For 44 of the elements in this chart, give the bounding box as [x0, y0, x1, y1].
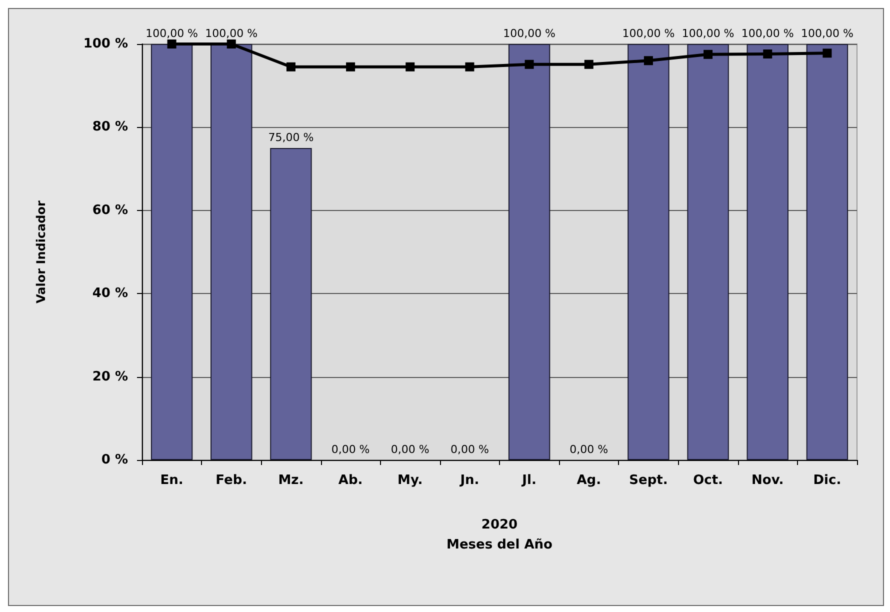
data-label: 100,00 %: [741, 27, 794, 40]
point: [286, 62, 296, 72]
x-axis-title: 2020 Meses del Año: [446, 518, 553, 552]
y-tick-label: 80 %: [92, 120, 128, 135]
point: [584, 60, 594, 69]
data-label: 75,00 %: [268, 131, 314, 144]
point: [346, 62, 356, 72]
data-label: 0,00 %: [570, 443, 608, 456]
point: [465, 62, 474, 72]
data-label: 100,00 %: [622, 27, 675, 40]
x-tick-label: Sept.: [629, 473, 668, 488]
x-tick-label: Nov.: [752, 473, 784, 488]
x-tick-label: Feb.: [216, 473, 248, 488]
x-tick-label: Mz.: [278, 473, 304, 488]
data-label: 0,00 %: [450, 443, 489, 456]
y-tick-label: 0 %: [101, 452, 128, 468]
point: [524, 60, 534, 69]
x-tick-label: Oct.: [693, 473, 724, 488]
data-label: 100,00 %: [800, 27, 854, 40]
data-label: 100,00 %: [146, 27, 198, 40]
data-label: 100,00 %: [205, 27, 258, 40]
y-tick-label: 60 %: [92, 202, 128, 218]
y-tick-label: 40 %: [92, 286, 128, 302]
x-tick-label: Jl.: [521, 473, 536, 488]
data-label: 100,00 %: [682, 27, 734, 40]
x-tick-label: Jn.: [459, 473, 480, 488]
point: [167, 40, 176, 48]
y-axis-title: Valor Indicador: [34, 200, 48, 304]
data-label: 100,00 %: [503, 27, 556, 40]
data-label: 0,00 %: [390, 443, 430, 456]
point: [704, 50, 713, 59]
point: [822, 48, 832, 58]
x-tick-label: Ag.: [576, 473, 602, 488]
point: [406, 62, 415, 72]
y-tick-label: 20 %: [92, 369, 128, 384]
x-tick-label: En.: [160, 473, 184, 488]
x-tick-label: Ab.: [338, 473, 363, 488]
x-tick-label: Dic.: [813, 473, 842, 488]
point: [763, 49, 772, 58]
data-label: 0,00 %: [331, 443, 370, 456]
x-tick-label: My.: [398, 473, 423, 488]
point: [644, 56, 653, 66]
point: [226, 40, 236, 48]
y-tick-label: 100 %: [83, 36, 128, 52]
